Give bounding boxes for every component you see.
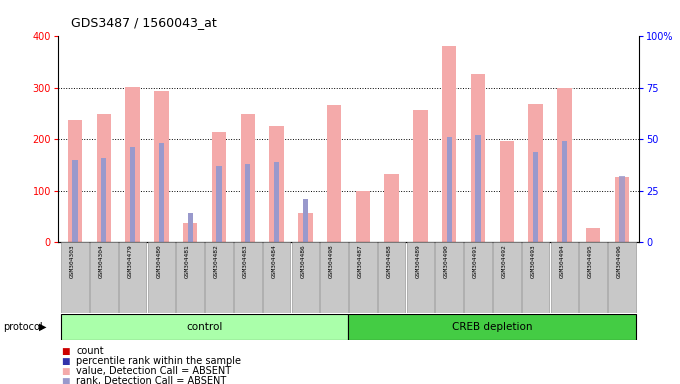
Text: GSM304482: GSM304482 [214, 244, 219, 278]
Bar [435, 242, 463, 313]
Bar [73, 160, 78, 242]
Text: value, Detection Call = ABSENT: value, Detection Call = ABSENT [76, 366, 231, 376]
Text: GSM304492: GSM304492 [502, 244, 507, 278]
Bar [159, 143, 164, 242]
Bar [348, 314, 636, 340]
Bar [586, 228, 600, 242]
Bar [562, 141, 567, 242]
Bar [298, 213, 313, 242]
Bar [292, 242, 319, 313]
Text: GSM304304: GSM304304 [99, 244, 104, 278]
Text: GSM304491: GSM304491 [473, 244, 478, 278]
Text: ■: ■ [61, 347, 69, 356]
Bar [234, 242, 262, 313]
Text: protocol: protocol [3, 322, 43, 332]
Bar [61, 242, 89, 313]
Bar [205, 242, 233, 313]
Bar [183, 223, 197, 242]
Bar [349, 242, 377, 313]
Bar [608, 242, 636, 313]
Bar [464, 242, 492, 313]
Text: GSM304480: GSM304480 [156, 244, 161, 278]
Bar [130, 147, 135, 242]
Text: GSM304481: GSM304481 [185, 244, 190, 278]
Bar [471, 74, 486, 242]
Bar [245, 164, 250, 242]
Text: ■: ■ [61, 367, 69, 376]
Bar [378, 242, 405, 313]
Text: GSM304495: GSM304495 [588, 244, 593, 278]
Bar [216, 166, 222, 242]
Bar [447, 137, 452, 242]
Text: GSM304496: GSM304496 [617, 244, 622, 278]
Text: control: control [186, 322, 223, 332]
Text: GSM304487: GSM304487 [358, 244, 363, 278]
Bar [500, 141, 514, 242]
Bar [125, 87, 140, 242]
Bar [241, 114, 255, 242]
Text: ▶: ▶ [39, 322, 47, 332]
Bar [493, 242, 521, 313]
Text: GSM304489: GSM304489 [415, 244, 420, 278]
Bar [119, 242, 146, 313]
Bar [615, 177, 629, 242]
Bar [274, 162, 279, 242]
Bar [148, 242, 175, 313]
Bar [176, 242, 204, 313]
Text: percentile rank within the sample: percentile rank within the sample [76, 356, 241, 366]
Bar [303, 199, 308, 242]
Bar [327, 105, 341, 242]
Text: GSM304498: GSM304498 [329, 244, 334, 278]
Text: ■: ■ [61, 357, 69, 366]
Bar [528, 104, 543, 242]
Text: ■: ■ [61, 377, 69, 384]
Bar [579, 242, 607, 313]
Bar [211, 132, 226, 242]
Bar [413, 110, 428, 242]
Bar [68, 120, 82, 242]
Text: GSM304479: GSM304479 [128, 244, 133, 278]
Text: count: count [76, 346, 104, 356]
Bar [188, 213, 193, 242]
Bar [407, 242, 435, 313]
Bar [101, 158, 107, 242]
Bar [442, 46, 456, 242]
Bar [320, 242, 348, 313]
Text: GSM304486: GSM304486 [301, 244, 305, 278]
Bar [384, 174, 399, 242]
Bar [262, 242, 290, 313]
Text: GDS3487 / 1560043_at: GDS3487 / 1560043_at [71, 16, 217, 29]
Text: GSM304490: GSM304490 [444, 244, 449, 278]
Text: GSM304483: GSM304483 [243, 244, 248, 278]
Bar [551, 242, 578, 313]
Bar [533, 152, 538, 242]
Text: rank, Detection Call = ABSENT: rank, Detection Call = ABSENT [76, 376, 226, 384]
Bar [154, 91, 169, 242]
Text: GSM304493: GSM304493 [530, 244, 536, 278]
Bar [356, 190, 370, 242]
Bar [522, 242, 549, 313]
Text: GSM304303: GSM304303 [70, 244, 75, 278]
Text: GSM304494: GSM304494 [560, 244, 564, 278]
Bar [61, 314, 348, 340]
Bar [475, 135, 481, 242]
Bar [97, 114, 111, 242]
Text: GSM304484: GSM304484 [271, 244, 277, 278]
Bar [619, 176, 624, 242]
Text: CREB depletion: CREB depletion [452, 322, 532, 332]
Bar [269, 126, 284, 242]
Bar [557, 88, 572, 242]
Text: GSM304488: GSM304488 [387, 244, 392, 278]
Bar [90, 242, 118, 313]
